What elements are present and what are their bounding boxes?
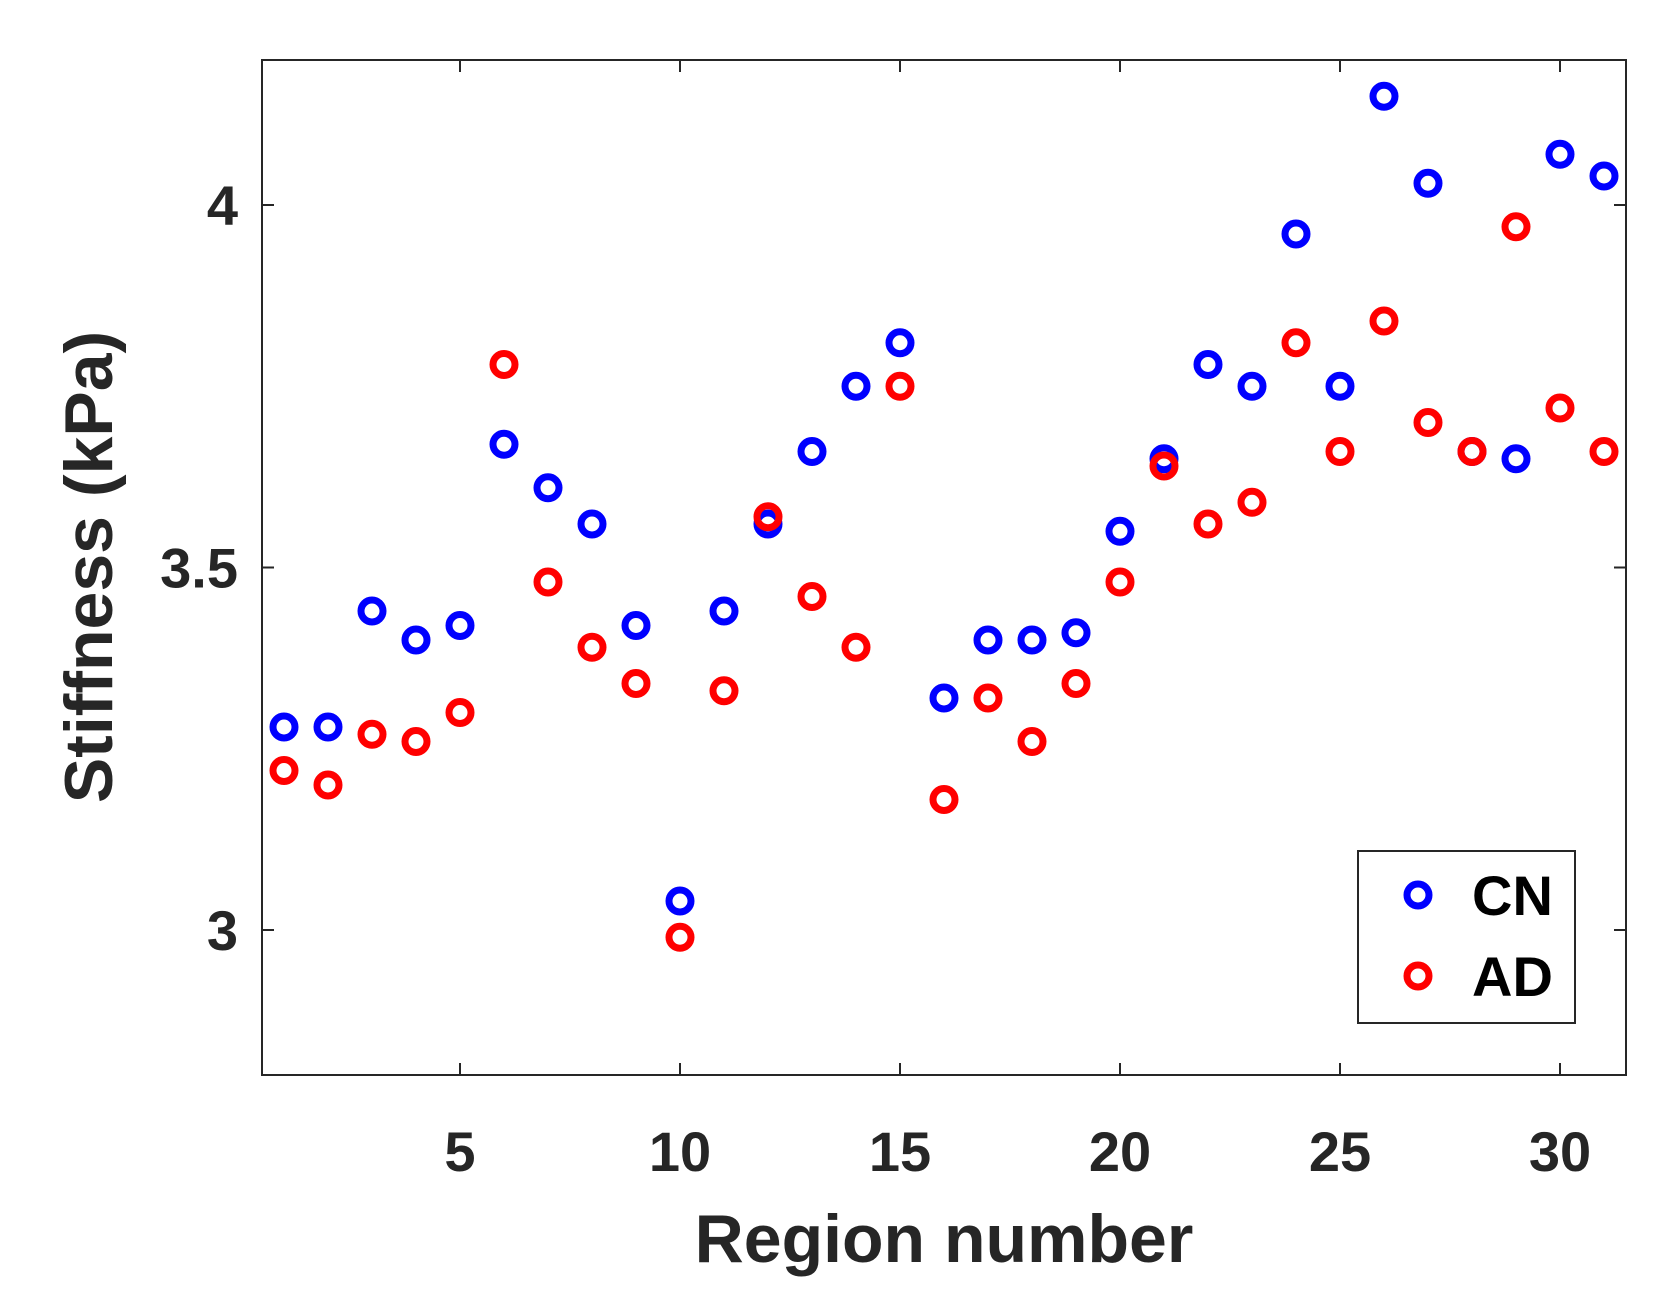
data-point-cn	[1413, 168, 1443, 198]
x-tick-label: 15	[869, 1120, 931, 1183]
data-point-cn	[1281, 219, 1311, 249]
data-point-cn	[621, 611, 651, 640]
data-point-cn	[665, 886, 695, 916]
data-point-ad	[445, 698, 475, 727]
data-point-cn	[445, 611, 475, 640]
data-point-ad	[577, 632, 607, 662]
data-point-ad	[1105, 567, 1135, 597]
data-point-cn	[357, 596, 387, 626]
data-point-cn	[1589, 161, 1619, 191]
data-point-ad	[929, 785, 959, 814]
data-point-ad	[797, 582, 827, 611]
data-point-ad	[709, 676, 739, 706]
legend-marker-ad	[1403, 961, 1433, 991]
data-point-cn	[1061, 618, 1091, 648]
legend-marker-cn	[1403, 880, 1433, 910]
data-point-cn	[797, 437, 827, 466]
data-point-cn	[269, 712, 299, 742]
data-point-cn	[401, 625, 431, 655]
data-point-ad	[1017, 727, 1047, 756]
y-tick-label: 4	[207, 174, 238, 237]
data-point-ad	[841, 632, 871, 662]
x-tick-label: 25	[1309, 1120, 1371, 1183]
data-point-cn	[709, 596, 739, 626]
data-point-ad	[1457, 437, 1487, 466]
data-point-ad	[357, 719, 387, 749]
data-point-cn	[1193, 350, 1223, 379]
x-axis-label: Region number	[695, 1201, 1194, 1277]
y-tick-label: 3.5	[160, 537, 238, 600]
y-axis-ticks: 33.54	[160, 174, 1626, 962]
x-tick-label: 10	[649, 1120, 711, 1183]
data-point-cn	[1105, 516, 1135, 546]
series-cn	[269, 81, 1619, 916]
x-tick-label: 30	[1529, 1120, 1591, 1183]
data-point-cn	[1501, 444, 1531, 474]
data-point-ad	[1237, 487, 1267, 517]
data-point-cn	[973, 625, 1003, 655]
data-point-ad	[533, 567, 563, 597]
legend-label-ad: AD	[1472, 945, 1553, 1008]
data-point-ad	[1281, 328, 1311, 358]
data-point-ad	[885, 371, 915, 401]
data-point-cn	[1545, 139, 1575, 169]
data-point-ad	[401, 727, 431, 756]
data-point-ad	[753, 502, 783, 532]
y-axis-label: Stiffness (kPa)	[51, 331, 127, 803]
legend-label-cn: CN	[1472, 864, 1553, 927]
x-axis-ticks: 5 10 15 20 25 30	[444, 60, 1591, 1183]
data-point-cn	[1237, 371, 1267, 401]
data-point-ad	[1589, 437, 1619, 466]
data-point-ad	[1061, 669, 1091, 698]
data-point-ad	[313, 770, 343, 800]
data-point-ad	[621, 669, 651, 698]
data-point-ad	[973, 683, 1003, 713]
data-point-ad	[1149, 451, 1179, 481]
data-point-ad	[1193, 509, 1223, 539]
data-point-cn	[929, 683, 959, 713]
x-tick-label: 20	[1089, 1120, 1151, 1183]
data-point-ad	[1325, 437, 1355, 466]
data-point-ad	[1369, 306, 1399, 336]
data-point-ad	[1501, 212, 1531, 242]
data-point-ad	[665, 922, 695, 952]
legend: CN AD	[1357, 850, 1576, 1024]
y-tick-label: 3	[207, 899, 238, 962]
data-point-cn	[885, 328, 915, 358]
data-point-cn	[1017, 625, 1047, 655]
data-point-cn	[577, 509, 607, 539]
data-point-cn	[1325, 371, 1355, 401]
series-ad	[269, 212, 1619, 952]
x-tick-label: 5	[444, 1120, 475, 1183]
series-layer	[269, 81, 1619, 952]
data-point-ad	[1413, 408, 1443, 437]
data-point-ad	[269, 756, 299, 785]
data-point-ad	[1545, 393, 1575, 423]
data-point-cn	[533, 473, 563, 503]
data-point-cn	[489, 429, 519, 459]
data-point-ad	[489, 350, 519, 379]
data-point-cn	[1369, 81, 1399, 111]
data-point-cn	[841, 371, 871, 401]
plot-area-border	[261, 59, 1627, 1076]
legend-box	[1357, 850, 1576, 1024]
data-point-cn	[313, 712, 343, 742]
